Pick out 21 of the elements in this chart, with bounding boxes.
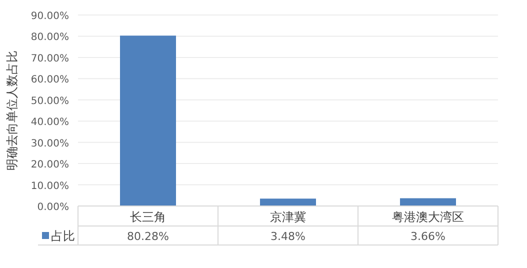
data-label: 3.66% xyxy=(410,230,446,243)
x-tick-label: 京津冀 xyxy=(270,210,306,224)
x-tick-label: 长三角 xyxy=(130,210,166,224)
y-tick-label: 20.00% xyxy=(30,160,69,171)
y-tick-label: 50.00% xyxy=(30,96,69,107)
data-label: 80.28% xyxy=(127,230,169,243)
y-tick-label: 10.00% xyxy=(30,180,69,192)
data-label: 3.48% xyxy=(270,230,306,243)
y-tick-label: 30.00% xyxy=(30,138,69,150)
x-tick-label: 粤港澳大湾区 xyxy=(392,210,464,224)
y-tick-label: 60.00% xyxy=(30,74,69,86)
y-tick-label: 80.00% xyxy=(30,32,69,44)
y-tick-label: 40.00% xyxy=(30,117,69,128)
bar xyxy=(260,198,316,206)
y-axis-title: 明确去向单位人数占比 xyxy=(5,50,19,170)
bar xyxy=(400,198,456,206)
y-tick-label: 0.00% xyxy=(37,202,69,213)
bar xyxy=(120,36,176,206)
legend-label: 占比 xyxy=(51,229,75,243)
y-tick-label: 90.00% xyxy=(30,11,69,22)
y-tick-label: 70.00% xyxy=(30,53,69,64)
